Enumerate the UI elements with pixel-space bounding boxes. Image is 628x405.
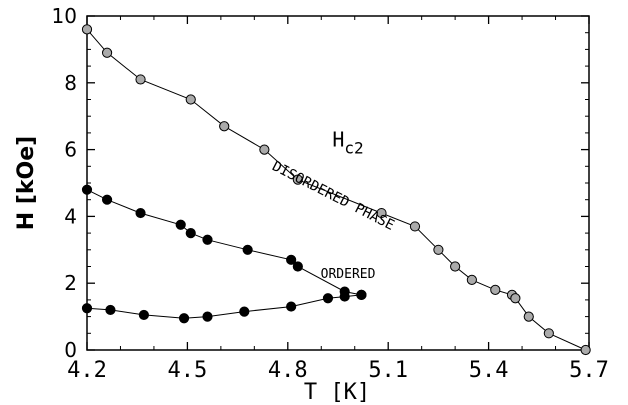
axis-ticks xyxy=(86,15,590,351)
phase-boundary-point xyxy=(185,228,196,239)
phase-boundary-point xyxy=(239,306,250,317)
y-tick-label: 4 xyxy=(64,204,77,228)
x-tick-label: 4.2 xyxy=(67,358,107,383)
y-tick-label: 2 xyxy=(64,271,77,295)
annotation: DISORDERED PHASE xyxy=(269,158,396,233)
x-tick-label: 5.4 xyxy=(469,358,509,383)
phase-boundary-point xyxy=(105,304,116,316)
phase-boundary-point xyxy=(178,313,190,324)
y-tick-label: 8 xyxy=(64,71,77,95)
x-tick-label: 5.1 xyxy=(368,358,408,383)
hc2-point xyxy=(510,293,521,304)
hc2-point xyxy=(466,274,477,285)
hc2-point xyxy=(490,284,501,295)
hc2-point xyxy=(101,47,113,58)
phase-boundary-point xyxy=(322,293,334,304)
phase-boundary-point xyxy=(202,311,213,322)
hc2-point xyxy=(376,207,387,219)
y-axis-title: H [kOe] xyxy=(14,136,39,230)
y-tick-label: 6 xyxy=(64,138,77,162)
y-tick-label: 10 xyxy=(52,4,77,28)
hc2-point xyxy=(219,121,230,132)
hc2-point xyxy=(135,74,146,85)
annotation: ORDERED xyxy=(321,267,376,282)
hc2-point xyxy=(81,24,93,35)
x-axis-title: T [K] xyxy=(304,380,370,405)
hc2-point xyxy=(185,94,196,105)
series-line xyxy=(86,294,362,319)
phase-boundary-point xyxy=(202,234,213,245)
hc2-point xyxy=(523,311,534,322)
phase-boundary-point xyxy=(175,219,186,230)
hc2-point xyxy=(433,244,444,255)
hc2-point xyxy=(259,144,270,155)
phase-boundary-point xyxy=(292,261,303,272)
hc2-point xyxy=(580,344,591,356)
hc2-point xyxy=(450,261,461,272)
phase-boundary-point xyxy=(242,244,253,255)
phase-boundary-point xyxy=(101,194,113,205)
phase-boundary-point xyxy=(286,301,297,312)
phase-boundary-point xyxy=(286,254,297,265)
hc2-point xyxy=(292,174,303,185)
series-markers xyxy=(81,24,591,356)
phase-boundary-point xyxy=(81,184,93,195)
phase-boundary-point xyxy=(81,303,93,314)
x-tick-label: 5.7 xyxy=(569,358,609,383)
phase-boundary-point xyxy=(339,291,350,302)
phase-boundary-point xyxy=(356,289,367,300)
x-tick-label: 4.8 xyxy=(268,358,308,383)
x-tick-label: 4.5 xyxy=(168,358,208,383)
tick-labels: 4.2 4.5 4.8 5.1 5.4 5.7 0 2 4 6 8 10 xyxy=(52,4,609,383)
annotation: Hc2 xyxy=(332,127,363,157)
hc2-point xyxy=(543,328,554,339)
phase-boundary-point xyxy=(135,207,146,219)
hc2-point xyxy=(409,221,421,232)
phase-boundary-point xyxy=(138,309,149,321)
y-tick-label: 0 xyxy=(64,338,77,362)
